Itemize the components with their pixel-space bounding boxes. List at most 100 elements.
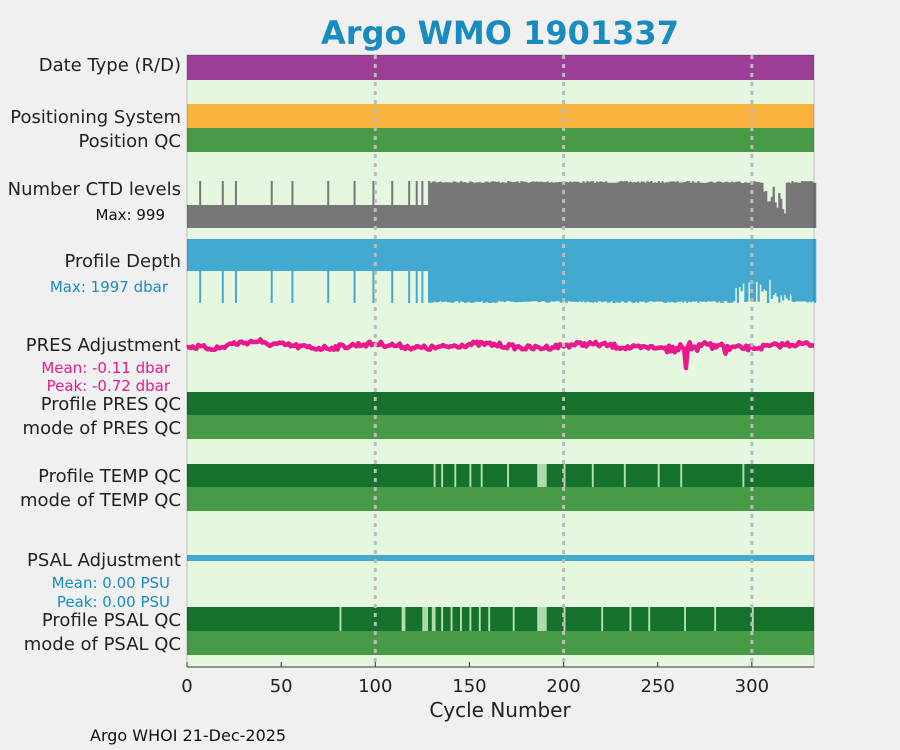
- profile-depth-bar: [814, 239, 816, 303]
- temp-qc-flag-mark: [592, 464, 594, 487]
- psal-qc-flag-mark: [541, 607, 543, 631]
- psal-qc-flag-mark: [434, 607, 436, 631]
- psal-adjustment-peak: Peak: 0.00 PSU: [57, 593, 170, 611]
- profile-depth-spike: [235, 271, 237, 303]
- psal-adjustment-line: [187, 555, 814, 561]
- psal-qc-flag-mark: [460, 607, 462, 631]
- profile-depth-spike: [291, 271, 293, 303]
- ctd-levels-spike: [199, 181, 201, 205]
- psal-qc-flag-mark: [601, 607, 603, 631]
- psal-qc-flag-mark: [714, 607, 716, 631]
- profile-temp-qc-bar: [187, 464, 814, 487]
- x-tick-label: 300: [735, 676, 769, 697]
- date-type-bar: [187, 55, 814, 80]
- x-tick-label: 0: [181, 676, 192, 697]
- profile-depth-max: Max: 1997 dbar: [50, 278, 169, 296]
- psal-qc-flag-mark: [539, 607, 541, 631]
- row-label-mode-temp-qc: mode of TEMP QC: [20, 490, 181, 511]
- footer-credit: Argo WHOI 21-Dec-2025: [90, 726, 286, 745]
- x-tick-label: 50: [270, 676, 293, 697]
- temp-qc-flag-mark: [680, 464, 682, 487]
- profile-depth-bar: [187, 239, 428, 271]
- temp-qc-flag-mark: [545, 464, 547, 487]
- psal-qc-flag-mark: [426, 607, 428, 631]
- psal-qc-flag-mark: [537, 607, 539, 631]
- psal-qc-flag-mark: [488, 607, 490, 631]
- psal-qc-flag-mark: [451, 607, 453, 631]
- psal-qc-flag-mark: [340, 607, 342, 631]
- ctd-levels-spike: [416, 181, 418, 205]
- profile-depth-spike: [327, 271, 329, 303]
- ctd-levels-spike: [408, 181, 410, 205]
- positioning-system-bar: [187, 104, 814, 128]
- row-label-mode-pres-qc: mode of PRES QC: [23, 418, 181, 439]
- temp-qc-flag-mark: [507, 464, 509, 487]
- profile-depth-spike: [421, 271, 423, 303]
- temp-qc-flag-mark: [537, 464, 539, 487]
- psal-qc-flag-mark: [404, 607, 406, 631]
- psal-adjustment-mean: Mean: 0.00 PSU: [52, 574, 170, 592]
- profile-psal-qc-bar: [187, 607, 814, 631]
- ctd-levels-spike: [271, 181, 273, 205]
- mode-pres-qc-bar: [187, 415, 814, 439]
- ctd-levels-spike: [291, 181, 293, 205]
- temp-qc-flag-mark: [658, 464, 660, 487]
- profile-pres-qc-bar: [187, 392, 814, 415]
- temp-qc-flag-mark: [742, 464, 744, 487]
- temp-qc-flag-mark: [481, 464, 483, 487]
- psal-qc-flag-mark: [424, 607, 426, 631]
- pres-adjustment-peak: Peak: -0.72 dbar: [47, 377, 171, 395]
- pres-adjustment-mean: Mean: -0.11 dbar: [41, 359, 171, 377]
- ctd-levels-spike: [354, 181, 356, 205]
- temp-qc-flag-mark: [434, 464, 436, 487]
- profile-depth-spike: [199, 271, 201, 303]
- row-label-ctd-levels: Number CTD levels: [8, 179, 181, 200]
- mode-temp-qc-bar: [187, 487, 814, 511]
- psal-qc-flag-mark: [479, 607, 481, 631]
- profile-depth-spike: [416, 271, 418, 303]
- profile-depth-spike: [354, 271, 356, 303]
- ctd-levels-spike: [327, 181, 329, 205]
- row-label-positioning-system: Positioning System: [10, 107, 181, 128]
- temp-qc-flag-mark: [564, 464, 566, 487]
- psal-qc-flag-mark: [513, 607, 515, 631]
- row-label-position-qc: Position QC: [78, 131, 181, 152]
- profile-depth-spike: [271, 271, 273, 303]
- ctd-levels-spike: [421, 181, 423, 205]
- row-label-profile-pres-qc: Profile PRES QC: [41, 394, 181, 415]
- psal-qc-flag-mark: [684, 607, 686, 631]
- row-label-psal-adjustment: PSAL Adjustment: [27, 550, 181, 571]
- psal-qc-flag-mark: [402, 607, 404, 631]
- row-label-date-type: Date Type (R/D): [39, 55, 181, 76]
- psal-qc-flag-mark: [648, 607, 650, 631]
- x-tick-label: 250: [641, 676, 675, 697]
- psal-qc-flag-mark: [432, 607, 434, 631]
- chart-title: Argo WMO 1901337: [321, 14, 679, 52]
- row-label-profile-depth: Profile Depth: [64, 251, 181, 272]
- psal-qc-flag-mark: [422, 607, 424, 631]
- x-tick-label: 100: [358, 676, 392, 697]
- ctd-levels-max: Max: 999: [96, 206, 165, 224]
- psal-qc-flag-mark: [752, 607, 754, 631]
- psal-qc-flag-mark: [629, 607, 631, 631]
- profile-depth-spike: [391, 271, 393, 303]
- ctd-levels-bar: [187, 205, 428, 228]
- mode-psal-qc-bar: [187, 631, 814, 655]
- temp-qc-flag-mark: [624, 464, 626, 487]
- ctd-levels-spike: [391, 181, 393, 205]
- row-label-profile-temp-qc: Profile TEMP QC: [38, 466, 181, 487]
- temp-qc-flag-mark: [541, 464, 543, 487]
- psal-qc-flag-mark: [564, 607, 566, 631]
- profile-depth-spike: [408, 271, 410, 303]
- profile-depth-spike: [222, 271, 224, 303]
- row-label-pres-adjustment: PRES Adjustment: [26, 335, 181, 356]
- temp-qc-flag-mark: [454, 464, 456, 487]
- row-label-mode-psal-qc: mode of PSAL QC: [24, 634, 181, 655]
- psal-qc-flag-mark: [545, 607, 547, 631]
- ctd-levels-bar: [814, 183, 816, 228]
- ctd-levels-spike: [222, 181, 224, 205]
- x-axis-label: Cycle Number: [429, 698, 571, 722]
- psal-qc-flag-mark: [469, 607, 471, 631]
- row-label-profile-psal-qc: Profile PSAL QC: [42, 610, 181, 631]
